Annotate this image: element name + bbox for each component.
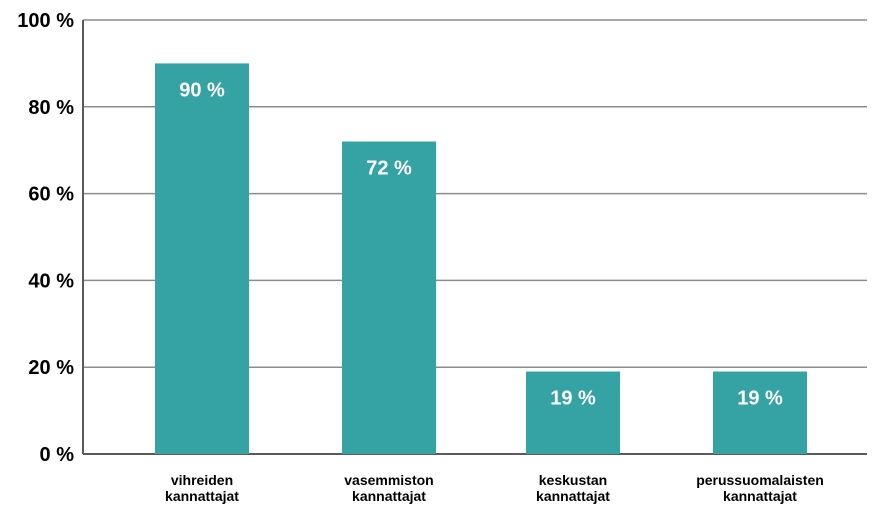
bar [526, 371, 620, 454]
category-label: vihreiden kannattajat [165, 472, 239, 504]
y-tick-label: 20 % [28, 357, 74, 379]
data-label: 72 % [366, 158, 412, 180]
data-label: 90 % [179, 79, 225, 101]
y-tick-label: 100 % [17, 10, 74, 32]
category-label-line: perussuomalaisten [696, 472, 824, 488]
category-label-line: kannattajat [723, 488, 797, 504]
y-tick-label: 60 % [28, 184, 74, 206]
data-label: 19 % [737, 388, 783, 410]
category-label-line: vihreiden [171, 472, 233, 488]
category-label-line: keskustan [539, 472, 607, 488]
category-label: vasemmiston kannattajat [344, 472, 433, 504]
category-label: perussuomalaisten kannattajat [696, 472, 824, 504]
category-label-line: kannattajat [165, 488, 239, 504]
category-label: keskustan kannattajat [536, 472, 610, 504]
bars [155, 63, 807, 455]
category-label-line: kannattajat [536, 488, 610, 504]
bar [713, 371, 807, 454]
y-tick-label: 40 % [28, 270, 74, 292]
category-label-line: kannattajat [352, 488, 426, 504]
data-labels: 90 % 72 % 19 % 19 % [179, 79, 783, 409]
bar [155, 63, 249, 455]
y-tick-label: 80 % [28, 97, 74, 119]
y-tick-label: 0 % [40, 444, 75, 466]
category-label-line: vasemmiston [344, 472, 433, 488]
y-axis-tick-labels: 0 % 20 % 40 % 60 % 80 % 100 % [17, 10, 74, 466]
data-label: 19 % [550, 388, 596, 410]
bar [342, 141, 436, 454]
